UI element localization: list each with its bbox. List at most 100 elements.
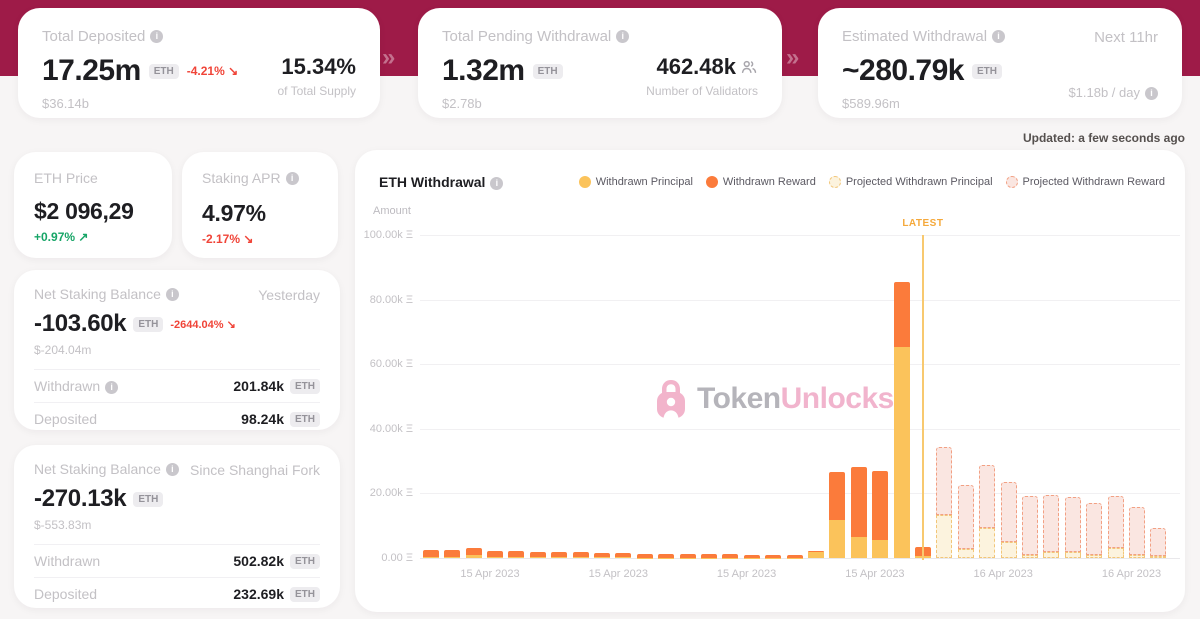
withdrawal-bar[interactable] bbox=[743, 554, 760, 558]
reward-dot-icon bbox=[705, 176, 718, 188]
projected-withdrawal-bar[interactable] bbox=[957, 485, 974, 558]
info-icon[interactable] bbox=[285, 172, 299, 186]
net-staking-balance-shanghai-card: Net Staking Balance Since Shanghai Fork … bbox=[14, 445, 340, 608]
nsb-value: -103.60k bbox=[34, 310, 127, 337]
projected-withdrawal-bar[interactable] bbox=[979, 464, 996, 558]
reward-segment bbox=[872, 470, 889, 540]
deposited-value: 98.24k bbox=[241, 411, 284, 427]
nsb-label: Net Staking Balance bbox=[34, 461, 161, 477]
projected-withdrawal-bar[interactable] bbox=[936, 446, 953, 558]
reward-segment bbox=[658, 553, 675, 558]
projected-withdrawal-bar[interactable] bbox=[1150, 527, 1167, 558]
withdrawal-bar[interactable] bbox=[444, 550, 461, 558]
withdrawal-bar[interactable] bbox=[551, 551, 568, 558]
info-icon[interactable] bbox=[992, 30, 1006, 44]
withdrawal-bar[interactable] bbox=[765, 555, 782, 558]
withdrawal-bar[interactable] bbox=[786, 555, 803, 558]
info-icon[interactable] bbox=[616, 30, 630, 44]
estimated-withdrawal-usd: $589.96m bbox=[842, 96, 900, 111]
reward-segment bbox=[593, 552, 610, 558]
x-tick-label: 15 Apr 2023 bbox=[588, 568, 648, 580]
projected-withdrawal-bar[interactable] bbox=[1043, 495, 1060, 558]
next-period-label: Next 11hr bbox=[1094, 28, 1158, 46]
info-icon[interactable] bbox=[1145, 87, 1158, 100]
pending-withdrawal-value: 1.32m bbox=[442, 54, 525, 87]
legend-item-withdrawn-principal[interactable]: Withdrawn Principal bbox=[578, 176, 693, 188]
withdrawal-bar[interactable] bbox=[658, 553, 675, 558]
info-icon[interactable] bbox=[165, 463, 179, 477]
legend-item-projected-principal[interactable]: Projected Withdrawn Principal bbox=[828, 176, 993, 188]
withdrawal-bar[interactable] bbox=[422, 549, 439, 558]
withdrawal-bar[interactable] bbox=[465, 548, 482, 558]
flow-chevron-icon bbox=[786, 44, 799, 72]
projected-withdrawal-bar[interactable] bbox=[1021, 496, 1038, 558]
principal-segment bbox=[807, 552, 824, 558]
latest-marker-label: LATEST bbox=[902, 218, 944, 229]
info-icon[interactable] bbox=[165, 288, 179, 302]
withdrawal-bar[interactable] bbox=[850, 466, 867, 558]
x-tick-label: 16 Apr 2023 bbox=[973, 568, 1033, 580]
withdrawal-bar[interactable] bbox=[829, 471, 846, 558]
chart-legend: Withdrawn Principal Withdrawn Reward Pro… bbox=[578, 176, 1165, 188]
principal-segment bbox=[1128, 554, 1145, 558]
withdrawal-bar[interactable] bbox=[486, 550, 503, 558]
principal-segment bbox=[1064, 551, 1081, 558]
validators-label: Number of Validators bbox=[646, 84, 758, 98]
reward-segment bbox=[1128, 506, 1145, 555]
legend-item-withdrawn-reward[interactable]: Withdrawn Reward bbox=[705, 176, 816, 188]
principal-segment bbox=[444, 557, 461, 558]
info-icon[interactable] bbox=[490, 176, 504, 190]
estimated-withdrawal-card: Estimated Withdrawal Next 11hr ~280.79k … bbox=[818, 8, 1182, 118]
withdrawal-bar[interactable] bbox=[722, 554, 739, 558]
projected-withdrawal-bar[interactable] bbox=[1128, 506, 1145, 558]
info-icon[interactable] bbox=[150, 30, 164, 44]
chart-title: ETH Withdrawal bbox=[379, 174, 486, 190]
principal-segment bbox=[465, 555, 482, 558]
net-staking-balance-yesterday-card: Net Staking Balance Yesterday -103.60k E… bbox=[14, 270, 340, 430]
day-rate-value: $1.18b / day bbox=[1068, 84, 1140, 100]
legend-item-projected-reward[interactable]: Projected Withdrawn Reward bbox=[1005, 176, 1165, 188]
staking-apr-change: -2.17% ↘ bbox=[202, 232, 254, 246]
principal-segment bbox=[850, 537, 867, 558]
gridline bbox=[420, 235, 1180, 236]
pending-withdrawal-card: Total Pending Withdrawal 1.32m ETH $2.78… bbox=[418, 8, 782, 118]
projected-withdrawal-bar[interactable] bbox=[1064, 496, 1081, 558]
withdrawal-bar[interactable] bbox=[593, 552, 610, 558]
withdrawal-bar[interactable] bbox=[615, 552, 632, 558]
withdrawal-bar[interactable] bbox=[679, 553, 696, 558]
deposited-row: Deposited 98.24k ETH bbox=[34, 402, 320, 435]
info-icon[interactable] bbox=[105, 380, 119, 394]
principal-segment bbox=[422, 557, 439, 558]
principal-segment bbox=[1021, 554, 1038, 558]
gridline bbox=[420, 428, 1180, 430]
withdrawal-bar[interactable] bbox=[872, 470, 889, 558]
flow-chevron-icon bbox=[382, 44, 395, 72]
withdrawal-bar[interactable] bbox=[572, 552, 589, 558]
withdrawal-bar[interactable] bbox=[529, 551, 546, 558]
principal-segment bbox=[529, 557, 546, 558]
eth-unit-badge: ETH bbox=[290, 553, 320, 569]
eth-unit-badge: ETH bbox=[532, 63, 563, 79]
projected-withdrawal-bar[interactable] bbox=[1107, 496, 1124, 558]
withdrawal-bar[interactable] bbox=[807, 550, 824, 558]
withdrawal-bar[interactable] bbox=[636, 553, 653, 558]
nsb-change: -2644.04% ↘ bbox=[170, 318, 236, 331]
x-tick-label: 16 Apr 2023 bbox=[1101, 568, 1162, 580]
eth-price-value: $2 096,29 bbox=[34, 198, 134, 224]
withdrawal-bar[interactable] bbox=[893, 281, 910, 558]
projected-withdrawal-bar[interactable] bbox=[1000, 482, 1017, 558]
chart-plot-area[interactable]: LATEST bbox=[420, 218, 1180, 560]
principal-segment bbox=[486, 557, 503, 558]
projected-withdrawal-bar[interactable] bbox=[1086, 503, 1103, 558]
withdrawal-bar[interactable] bbox=[700, 554, 717, 558]
reward-segment bbox=[936, 446, 953, 516]
nsb-usd: $-204.04m bbox=[34, 343, 92, 357]
reward-segment bbox=[1086, 503, 1103, 555]
supply-percent-label: of Total Supply bbox=[277, 84, 357, 98]
reward-segment bbox=[765, 555, 782, 558]
withdrawal-bar[interactable] bbox=[508, 550, 525, 558]
y-tick-label: 20.00k Ξ bbox=[369, 487, 413, 500]
reward-segment bbox=[979, 464, 996, 528]
deposited-label: Deposited bbox=[34, 411, 98, 427]
total-deposited-change: -4.21% ↘ bbox=[186, 64, 239, 78]
